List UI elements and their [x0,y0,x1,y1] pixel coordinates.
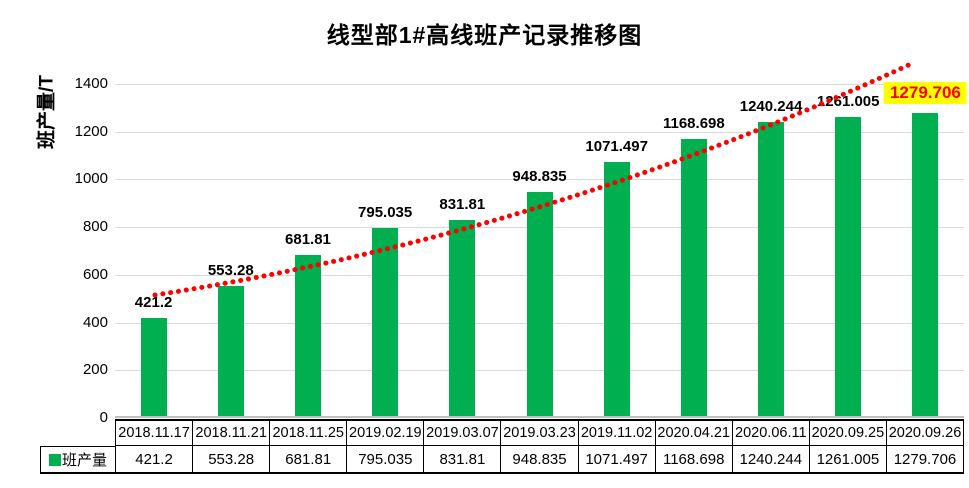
date-cell: 2018.11.17 [115,421,193,446]
date-cell: 2020.09.26 [885,421,964,446]
date-cell: 2019.02.19 [346,421,424,446]
legend-label: 班产量 [61,452,107,469]
bar [603,162,630,418]
value-cell: 1279.706 [885,446,963,472]
y-tick-label: 200 [82,361,108,379]
bar [758,122,785,418]
bar [449,219,476,418]
date-cell: 2020.04.21 [654,421,732,446]
value-cell: 1240.244 [731,446,809,472]
chart-title: 线型部1#高线班产记录推移图 [326,22,643,48]
date-cell: 2018.11.21 [192,421,270,446]
value-cell: 831.81 [423,446,500,472]
bar-label: 553.28 [207,262,254,279]
bar-label: 1240.244 [739,98,803,116]
value-cell: 948.835 [500,446,577,472]
y-tick-label: 400 [82,313,108,331]
value-cell: 553.28 [192,446,269,472]
bar [294,255,321,418]
data-table-values-row: 班产量 421.2 553.28 681.81 795.035 831.81 948.83… [40,446,964,474]
y-tick-label: 1200 [74,122,108,140]
value-cell: 421.2 [115,446,192,472]
date-cell: 2019.03.23 [500,421,578,446]
value-cell: 1261.005 [808,446,886,472]
bar [372,228,399,418]
bar-label: 795.035 [358,204,413,222]
bar [140,317,167,418]
date-cell: 2019.03.07 [423,421,501,446]
bar [912,112,939,418]
value-cell: 795.035 [346,446,423,472]
bar-label: 1168.698 [662,115,725,133]
bar-label: 681.81 [285,231,331,249]
legend-cell: 班产量 [40,446,115,472]
bar [526,191,553,418]
bar-label-highlighted: 1279.706 [883,81,967,104]
gridline [115,84,964,85]
value-cell: 1071.497 [577,446,655,472]
y-tick-label: 600 [82,265,108,283]
value-cell: 1168.698 [654,446,732,472]
y-tick-label: 800 [82,218,108,236]
value-cell: 681.81 [269,446,346,472]
y-tick-label: 0 [99,409,108,426]
bar-label: 1071.497 [585,138,648,156]
bar [680,139,707,418]
bar-label: 831.81 [439,195,486,213]
date-cell: 2018.11.25 [269,421,347,446]
date-cell: 2019.11.02 [577,421,655,446]
y-tick-label: 1000 [74,170,108,188]
date-cell: 2020.09.25 [808,421,886,446]
legend-swatch-icon [48,453,61,466]
bar-label: 421.2 [134,293,173,311]
date-cell: 2020.06.11 [731,421,809,446]
bar-label: 948.835 [512,167,567,185]
bar-label: 1261.005 [816,93,880,111]
data-table-dates-row: 2018.11.17 2018.11.21 2018.11.25 2019.02.19… [115,419,964,446]
bar [217,286,244,418]
x-axis-line [115,416,964,418]
bar [835,117,862,418]
y-tick-label: 1400 [74,75,108,92]
